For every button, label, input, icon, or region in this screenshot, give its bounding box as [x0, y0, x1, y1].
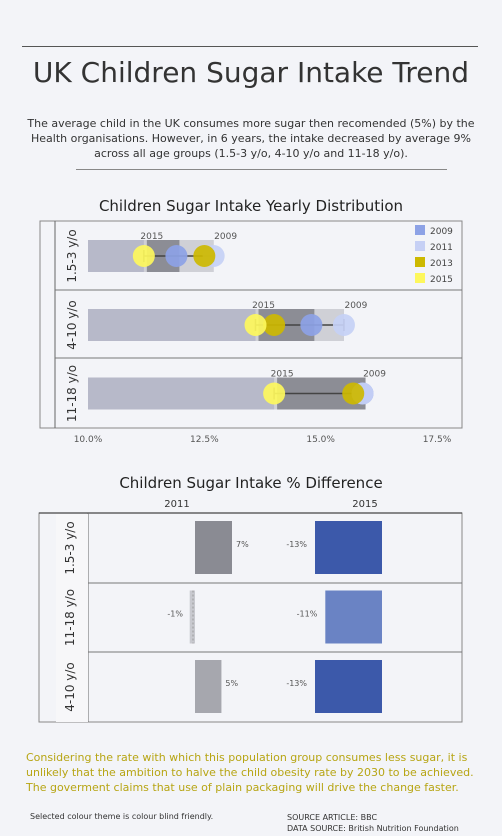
chart2-row-label: 4-10 y/o [63, 662, 77, 712]
colour-blind-note: Selected colour theme is colour blind fr… [30, 812, 214, 821]
chart1-x-tick: 10.0% [74, 435, 103, 445]
chart2-bar-2011 [195, 660, 222, 713]
chart2-bar-label: -13% [286, 679, 307, 688]
chart1-point-2015 [132, 245, 155, 267]
top-rule [22, 46, 478, 47]
chart1-x-tick: 15.0% [306, 435, 335, 445]
chart1-point-label: 2009 [363, 370, 386, 380]
data-source: DATA SOURCE: British Nutrition Foundatio… [287, 824, 459, 833]
chart2-row-label: 11-18 y/o [63, 589, 77, 646]
chart1-frame [39, 220, 463, 429]
chart2-bar-2015 [315, 660, 382, 713]
chart2-column-header: 2011 [164, 499, 189, 510]
chart2-title: Children Sugar Intake % Difference [119, 474, 383, 492]
chart2-bar-label: 5% [225, 679, 238, 688]
chart1-legend-swatch-2015 [415, 273, 425, 283]
chart1-point-label: 2015 [271, 370, 294, 380]
chart1-point-2015 [263, 382, 286, 405]
chart1-legend-label: 2009 [430, 227, 453, 237]
intro-rule [76, 169, 447, 170]
chart1-point-2009 [300, 314, 323, 336]
chart1-legend-swatch-2011 [415, 241, 425, 251]
chart2-bar-label: -1% [167, 610, 183, 619]
intro-text: The average child in the UK consumes mor… [27, 117, 475, 160]
chart2-bar-2011 [189, 590, 195, 644]
chart1-x-tick: 12.5% [190, 435, 219, 445]
chart1-point-label: 2009 [344, 301, 367, 311]
chart1-legend-swatch-2009 [415, 225, 425, 235]
chart1-point-label: 2015 [252, 301, 275, 311]
chart1-legend-label: 2015 [430, 275, 453, 285]
chart1-point-2009 [165, 245, 188, 267]
chart2-bar-label: -11% [297, 610, 318, 619]
chart1-row-label: 11-18 y/o [65, 365, 79, 422]
source-block: SOURCE ARTICLE: BBC DATA SOURCE: British… [287, 812, 459, 834]
chart1-point-2013 [263, 314, 286, 336]
chart1-point-2013 [342, 382, 365, 405]
chart1-legend-swatch-2013 [415, 257, 425, 267]
chart2-bar-2015 [325, 590, 382, 644]
chart2-row-label: 1.5-3 y/o [63, 521, 77, 574]
chart2-bar-label: 7% [236, 540, 249, 549]
chart2-bar-label: -13% [286, 540, 307, 549]
chart1-point-2011 [332, 314, 355, 336]
chart1-x-tick: 17.5% [423, 435, 452, 445]
chart2-column-header: 2015 [352, 499, 377, 510]
chart1-row-label: 4-10 y/o [65, 300, 79, 350]
chart1-point-label: 2009 [214, 232, 237, 242]
conclusion-text: Considering the rate with which this pop… [26, 751, 474, 794]
chart2-bar-2011 [195, 521, 232, 574]
chart1-legend-label: 2011 [430, 243, 453, 253]
chart1-legend-label: 2013 [430, 259, 453, 269]
page-title: UK Children Sugar Intake Trend [32, 56, 470, 89]
chart2-bar-2015 [315, 521, 382, 574]
chart1-point-label: 2015 [140, 232, 163, 242]
chart1-title: Children Sugar Intake Yearly Distributio… [98, 197, 404, 215]
chart1-point-2015 [244, 314, 267, 336]
chart1-point-2013 [193, 245, 216, 267]
chart2-frame [38, 512, 463, 723]
source-article: SOURCE ARTICLE: BBC [287, 813, 378, 822]
chart1-row-label: 1.5-3 y/o [65, 229, 79, 282]
chart2-label-band [56, 514, 88, 722]
